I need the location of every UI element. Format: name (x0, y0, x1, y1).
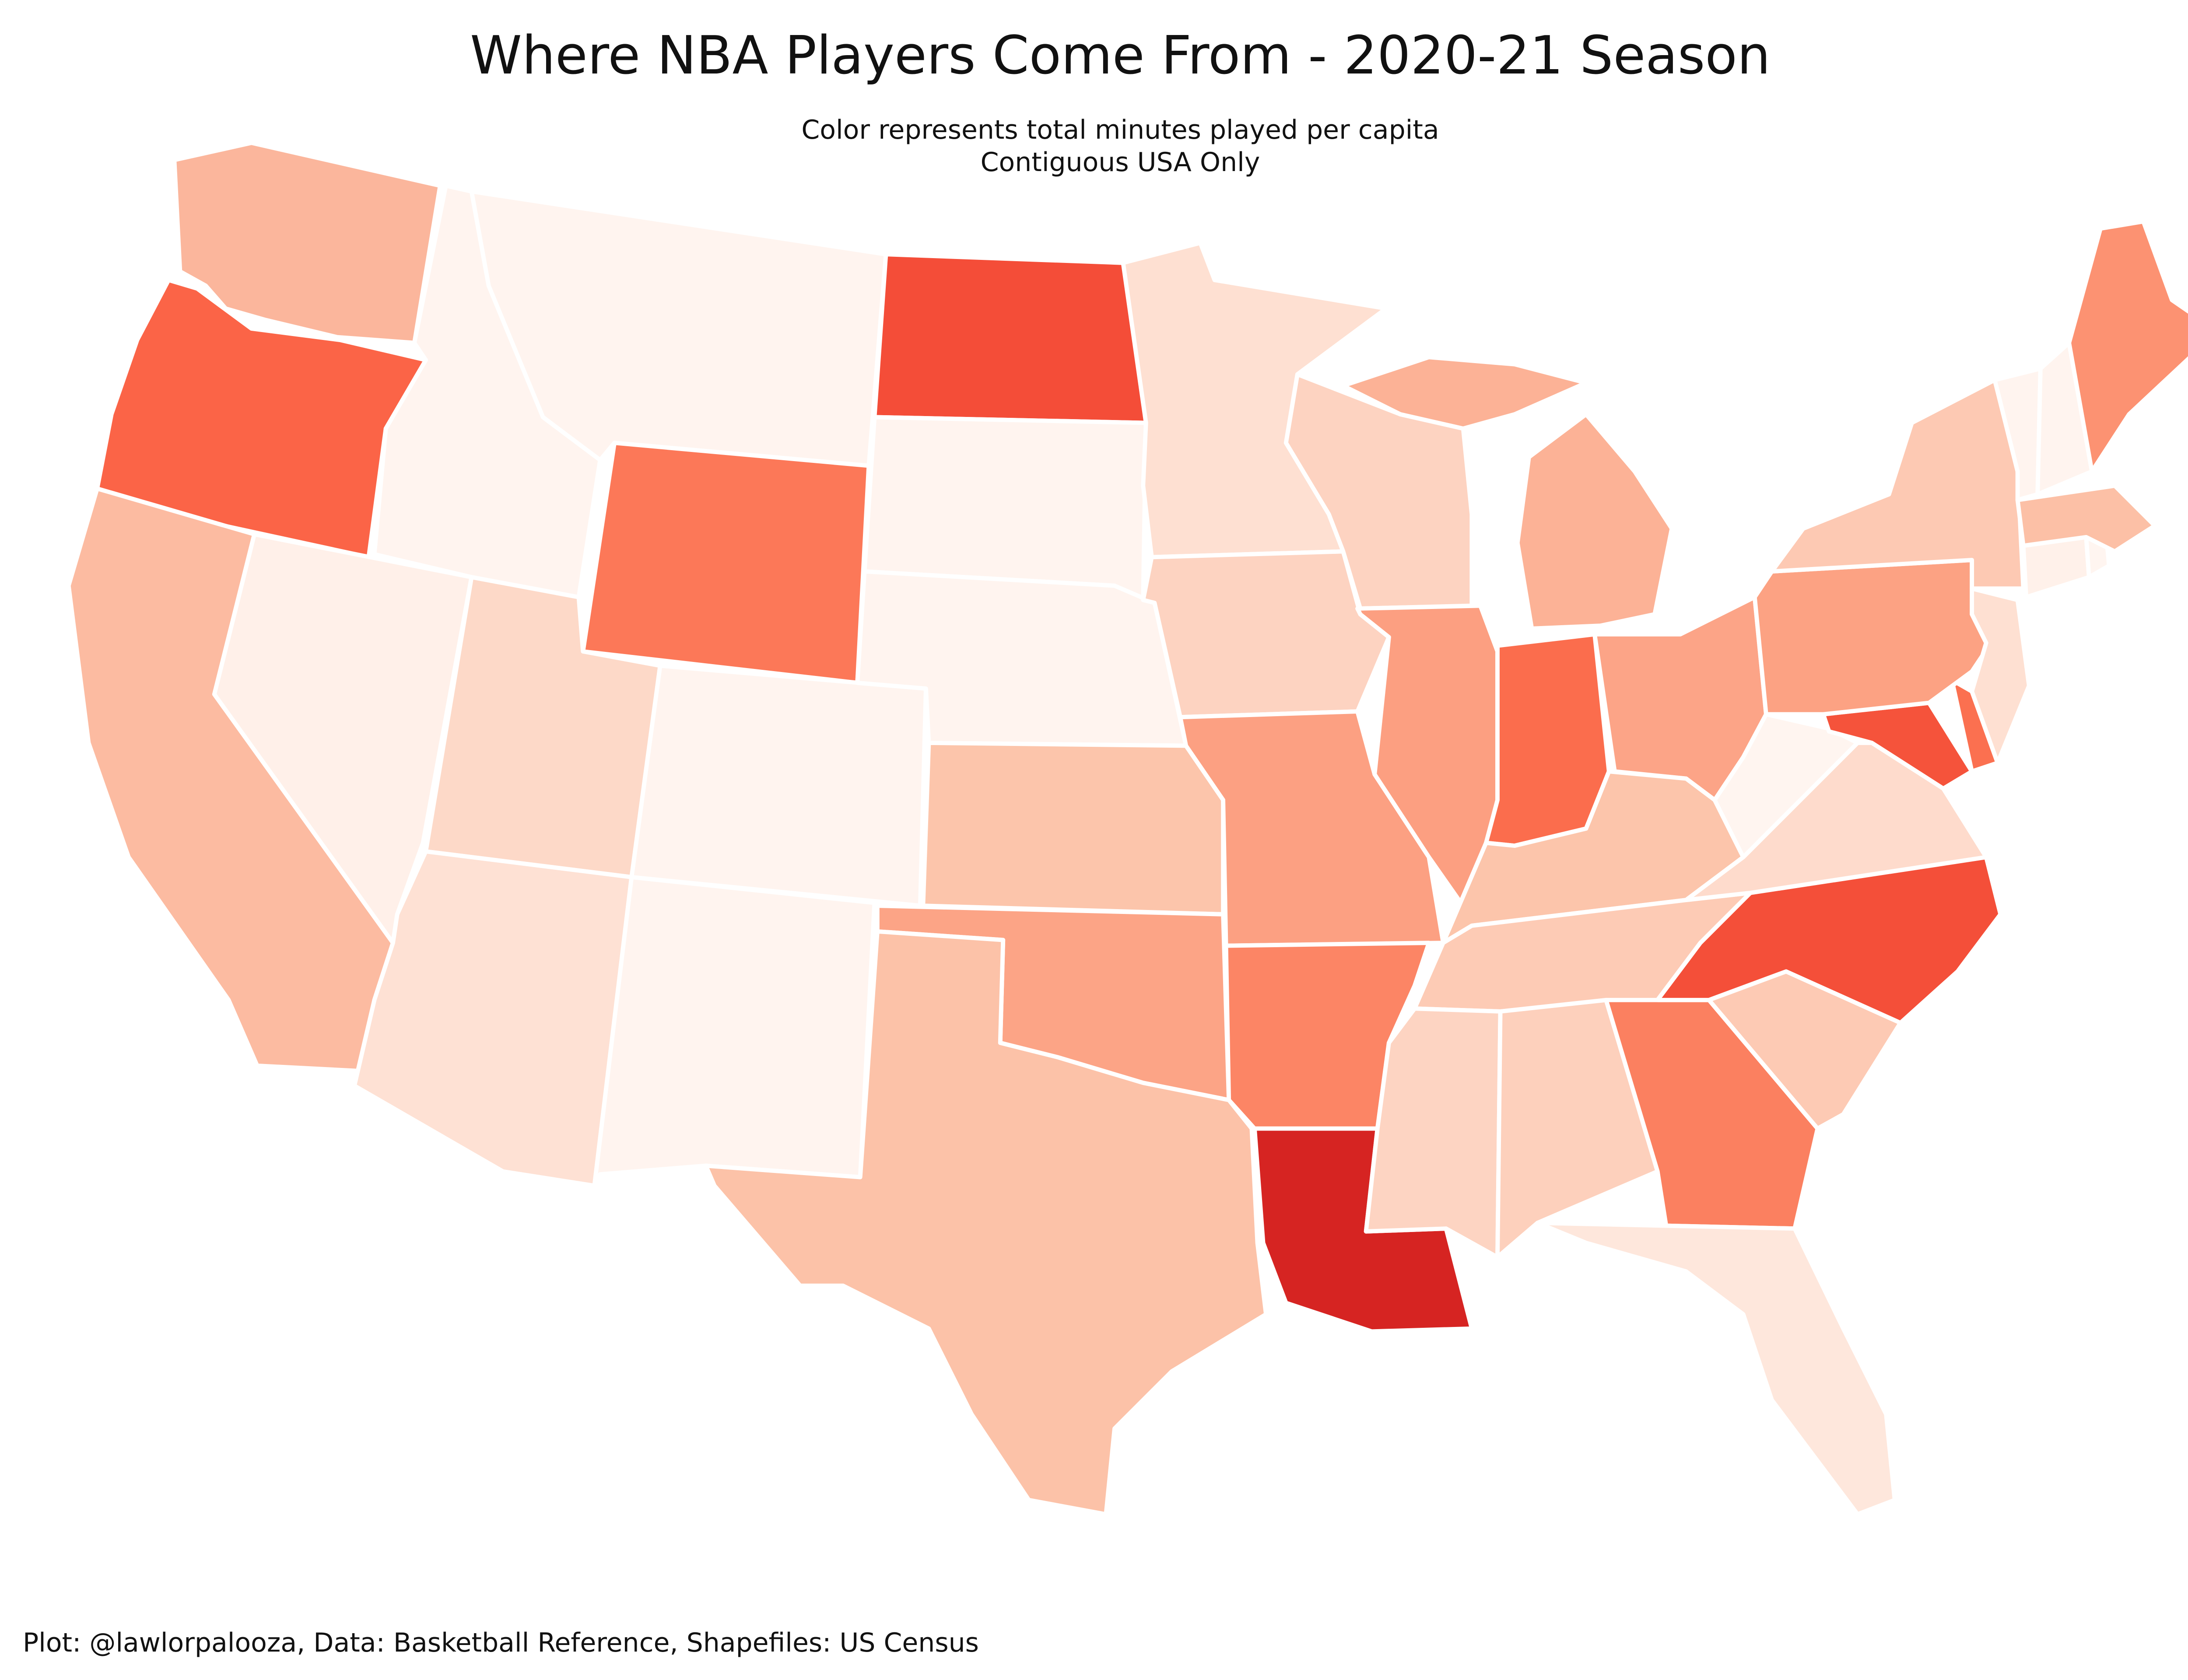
state-nc (1655, 855, 2003, 1025)
state-il (1355, 603, 1500, 917)
source-credit: Plot: @lawlorpalooza, Data: Basketball R… (23, 1628, 979, 1658)
state-vt (1992, 366, 2043, 502)
map-title: Where NBA Players Come From - 2020-21 Se… (470, 25, 1771, 86)
state-ks (921, 741, 1225, 917)
state-ny (1770, 378, 2026, 591)
state-shapes (66, 140, 2188, 1517)
state-wy (581, 441, 871, 685)
map-subtitle-line-1: Color represents total minutes played pe… (801, 115, 1439, 145)
state-nm (592, 875, 877, 1188)
state-nd (872, 252, 1148, 425)
state-fl (1535, 1221, 1897, 1517)
state-tx (704, 929, 1268, 1517)
state-or (95, 278, 428, 560)
state-me (2067, 219, 2188, 474)
state-nj (1970, 586, 2031, 765)
state-mi (1341, 355, 1674, 631)
state-al (1495, 998, 1660, 1260)
map-subtitle-line-2: Contiguous USA Only (980, 147, 1260, 178)
state-ma (2015, 483, 2157, 554)
state-wa (172, 140, 442, 345)
state-co (629, 663, 928, 908)
